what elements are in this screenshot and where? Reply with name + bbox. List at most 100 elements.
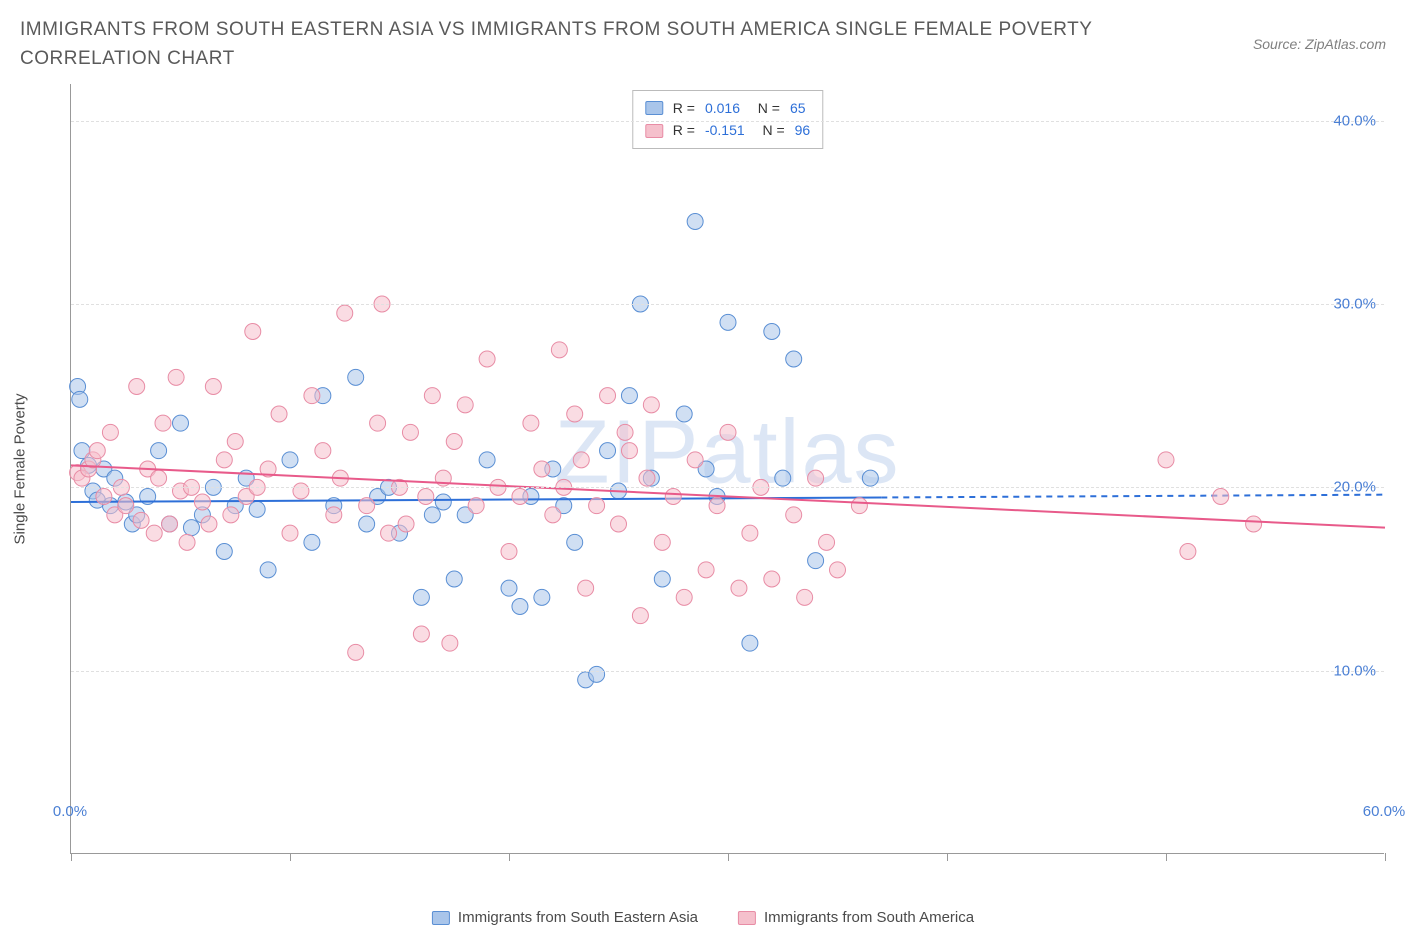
data-point <box>589 666 605 682</box>
x-tick <box>947 853 948 861</box>
x-tick <box>728 853 729 861</box>
data-point <box>223 507 239 523</box>
data-point <box>398 516 414 532</box>
data-point <box>1246 516 1262 532</box>
y-tick-label: 20.0% <box>1333 479 1376 496</box>
data-point <box>551 342 567 358</box>
gridline <box>71 304 1384 305</box>
data-point <box>446 434 462 450</box>
data-point <box>797 589 813 605</box>
data-point <box>348 644 364 660</box>
data-point <box>687 214 703 230</box>
data-point <box>567 406 583 422</box>
data-point <box>830 562 846 578</box>
data-point <box>129 379 145 395</box>
data-point <box>370 415 386 431</box>
data-point <box>709 498 725 514</box>
data-point <box>621 388 637 404</box>
legend-label: Immigrants from South Eastern Asia <box>458 909 698 926</box>
data-point <box>424 507 440 523</box>
data-point <box>227 434 243 450</box>
gridline <box>71 121 1384 122</box>
data-point <box>775 470 791 486</box>
bottom-legend: Immigrants from South Eastern Asia Immigr… <box>432 909 974 926</box>
trend-line <box>71 465 1385 527</box>
data-point <box>742 635 758 651</box>
data-point <box>179 534 195 550</box>
data-point <box>512 599 528 615</box>
data-point <box>446 571 462 587</box>
data-point <box>786 351 802 367</box>
data-point <box>249 501 265 517</box>
data-point <box>676 589 692 605</box>
data-point <box>89 443 105 459</box>
data-point <box>600 388 616 404</box>
data-point <box>687 452 703 468</box>
data-point <box>534 589 550 605</box>
data-point <box>216 544 232 560</box>
data-point <box>418 489 434 505</box>
data-point <box>315 443 331 459</box>
data-point <box>151 443 167 459</box>
data-point <box>545 507 561 523</box>
data-point <box>639 470 655 486</box>
data-point <box>282 525 298 541</box>
data-point <box>479 351 495 367</box>
data-point <box>359 516 375 532</box>
source-attribution: Source: ZipAtlas.com <box>1253 36 1386 52</box>
data-point <box>457 397 473 413</box>
x-tick <box>290 853 291 861</box>
data-point <box>359 498 375 514</box>
legend-item: Immigrants from South Eastern Asia <box>432 909 698 926</box>
data-point <box>304 388 320 404</box>
data-point <box>413 626 429 642</box>
data-point <box>194 494 210 510</box>
data-point <box>1158 452 1174 468</box>
data-point <box>862 470 878 486</box>
x-tick <box>509 853 510 861</box>
data-point <box>665 489 681 505</box>
data-point <box>534 461 550 477</box>
data-point <box>567 534 583 550</box>
data-point <box>1213 489 1229 505</box>
data-point <box>245 324 261 340</box>
data-point <box>146 525 162 541</box>
data-point <box>205 379 221 395</box>
data-point <box>742 525 758 541</box>
data-point <box>786 507 802 523</box>
data-point <box>133 512 149 528</box>
data-point <box>468 498 484 514</box>
data-point <box>293 483 309 499</box>
legend-label: Immigrants from South America <box>764 909 974 926</box>
data-point <box>764 571 780 587</box>
data-point <box>611 516 627 532</box>
plot-svg <box>71 84 1384 853</box>
data-point <box>155 415 171 431</box>
y-tick-label: 40.0% <box>1333 112 1376 129</box>
data-point <box>808 553 824 569</box>
plot-region: ZIPatlas R = 0.016 N = 65 R = -0.151 N =… <box>70 84 1384 854</box>
x-tick <box>71 853 72 861</box>
data-point <box>479 452 495 468</box>
x-tick <box>1385 853 1386 861</box>
chart-title: IMMIGRANTS FROM SOUTH EASTERN ASIA VS IM… <box>20 16 1120 73</box>
data-point <box>435 494 451 510</box>
data-point <box>643 397 659 413</box>
data-point <box>260 562 276 578</box>
trend-line-dashed <box>881 495 1385 498</box>
data-point <box>819 534 835 550</box>
y-tick-label: 10.0% <box>1333 662 1376 679</box>
data-point <box>1180 544 1196 560</box>
data-point <box>168 369 184 385</box>
data-point <box>271 406 287 422</box>
data-point <box>282 452 298 468</box>
legend-swatch <box>432 911 450 925</box>
data-point <box>151 470 167 486</box>
data-point <box>118 498 134 514</box>
data-point <box>501 544 517 560</box>
chart-area: Single Female Poverty ZIPatlas R = 0.016… <box>44 84 1384 854</box>
data-point <box>381 525 397 541</box>
data-point <box>654 534 670 550</box>
legend-item: Immigrants from South America <box>738 909 974 926</box>
data-point <box>442 635 458 651</box>
